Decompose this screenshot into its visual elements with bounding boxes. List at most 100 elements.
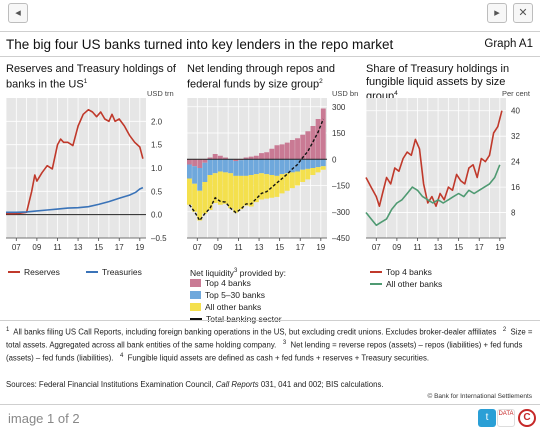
data-download-icon[interactable]: DATA — [497, 409, 515, 427]
panel-1-title-line2: banks in the US — [6, 78, 84, 91]
bar-1 — [305, 159, 311, 169]
bar-1 — [233, 161, 239, 176]
bar-2 — [274, 175, 280, 197]
legend-item-top4-share: Top 4 banks — [370, 266, 530, 278]
bar-2 — [202, 182, 208, 214]
bar-2 — [187, 178, 192, 205]
legend-item-all-other: All other banks — [190, 301, 360, 313]
y-tick-label: 1.0 — [151, 164, 163, 173]
bar-0 — [264, 152, 270, 160]
bar-1 — [217, 159, 223, 172]
bar-2 — [320, 166, 326, 170]
bar-2 — [315, 167, 321, 173]
copyright-c-icon[interactable]: C — [518, 409, 536, 427]
bar-2 — [289, 172, 295, 189]
y-tick-label: 32 — [511, 132, 520, 141]
y-tick-label: –450 — [332, 234, 350, 243]
bar-0 — [212, 154, 218, 160]
panel-2-title-line2: federal funds by size group — [187, 78, 320, 91]
bar-1 — [264, 159, 270, 175]
bar-0 — [310, 126, 316, 160]
forward-arrow-icon[interactable]: ▸ — [487, 3, 507, 23]
x-tick-label: 07 — [372, 243, 381, 252]
series-line-1 — [365, 164, 501, 227]
bar-1 — [238, 160, 244, 176]
bar-2 — [207, 175, 213, 210]
bar-0 — [289, 140, 295, 160]
legend-item-total: Total banking sector — [190, 313, 360, 325]
bar-1 — [320, 159, 326, 167]
bar-2 — [192, 183, 198, 212]
note-2: Size = total assets. Aggregated across a… — [6, 327, 533, 350]
bar-0 — [259, 153, 264, 160]
bar-0 — [197, 159, 203, 168]
panel-1-title-sup: 1 — [83, 77, 88, 85]
legend-panel-2: Net liquidity3 provided by: Top 4 banks … — [190, 265, 360, 325]
bar-2 — [228, 173, 234, 209]
x-tick-label: 11 — [413, 243, 422, 252]
x-tick-label: 11 — [234, 243, 243, 252]
x-tick-label: 19 — [135, 243, 144, 252]
legend-item-other-share: All other banks — [370, 278, 530, 290]
bar-2 — [305, 168, 311, 180]
series-line-1 — [6, 186, 144, 214]
notes-divider — [0, 320, 540, 321]
twitter-icon[interactable]: t — [478, 409, 496, 427]
copyright: © Bank for International Settlements — [427, 393, 532, 400]
bar-2 — [310, 168, 316, 175]
bar-1 — [228, 159, 234, 174]
bar-2 — [264, 174, 270, 199]
bar-2 — [212, 173, 218, 203]
legend-item-treasuries: Treasuries — [86, 266, 142, 278]
panel-2-title-sup: 2 — [319, 77, 323, 85]
bar-2 — [223, 172, 228, 204]
y-tick-label: –0.5 — [151, 234, 167, 243]
panel-2-title: Net lending through repos and federal fu… — [187, 63, 335, 91]
y-tick-label: 24 — [511, 158, 520, 167]
bar-0 — [279, 144, 285, 160]
bar-1 — [259, 159, 264, 174]
bar-2 — [284, 173, 290, 191]
bar-0 — [207, 157, 213, 160]
panel-3-title-sup: 4 — [394, 90, 398, 97]
y-tick-label: 0 — [332, 155, 337, 164]
back-arrow-icon[interactable]: ◂ — [8, 3, 28, 23]
bar-1 — [315, 159, 321, 168]
bar-1 — [207, 159, 213, 175]
chart-treasury-share: 8 16 24 32 40 07 09 11 13 15 17 19 — [365, 98, 520, 252]
bar-1 — [192, 166, 198, 184]
bar-2 — [259, 173, 264, 200]
image-pager: image 1 of 2 — [8, 411, 80, 426]
bar-0 — [320, 108, 326, 160]
panel-2-unit: USD bn — [332, 89, 359, 98]
panel-3-title-line1: Share of Treasury holdings in — [366, 63, 510, 75]
x-tick-label: 09 — [32, 243, 41, 252]
bar-1 — [197, 168, 203, 191]
x-tick-label: 07 — [12, 243, 21, 252]
chart-reserves-treasuries: –0.5 0.0 0.5 1.0 1.5 2.0 07 09 11 13 15 17 19 — [5, 98, 167, 252]
bar-2 — [238, 175, 244, 210]
series-line-0 — [6, 108, 144, 215]
x-tick-label: 15 — [94, 243, 103, 252]
close-icon[interactable]: ✕ — [513, 3, 533, 23]
note-1: All banks filing US Call Reports, includ… — [13, 327, 497, 337]
bar-1 — [253, 159, 259, 175]
x-tick-label: 15 — [454, 243, 463, 252]
panel-1-title: Reserves and Treasury holdings of banks … — [6, 63, 176, 91]
bar-2 — [243, 175, 249, 206]
bar-0 — [274, 145, 280, 160]
legend-panel-1: Reserves Treasuries — [8, 266, 178, 278]
bar-0 — [295, 138, 300, 160]
y-tick-label: 40 — [511, 107, 520, 116]
legend-item-top4: Top 4 banks — [190, 277, 360, 289]
bar-0 — [217, 155, 223, 160]
y-tick-label: 0.5 — [151, 187, 163, 196]
y-tick-label: –150 — [332, 182, 350, 191]
sources: Sources: Federal Financial Institutions … — [6, 380, 384, 389]
bar-1 — [274, 159, 280, 176]
y-tick-label: 0.0 — [151, 211, 163, 220]
panel-1-title-line1: Reserves and Treasury holdings of — [6, 63, 176, 75]
bar-0 — [315, 119, 321, 160]
legend-panel-3: Top 4 banks All other banks — [370, 266, 530, 290]
legend-item-top5-30: Top 5–30 banks — [190, 289, 360, 301]
